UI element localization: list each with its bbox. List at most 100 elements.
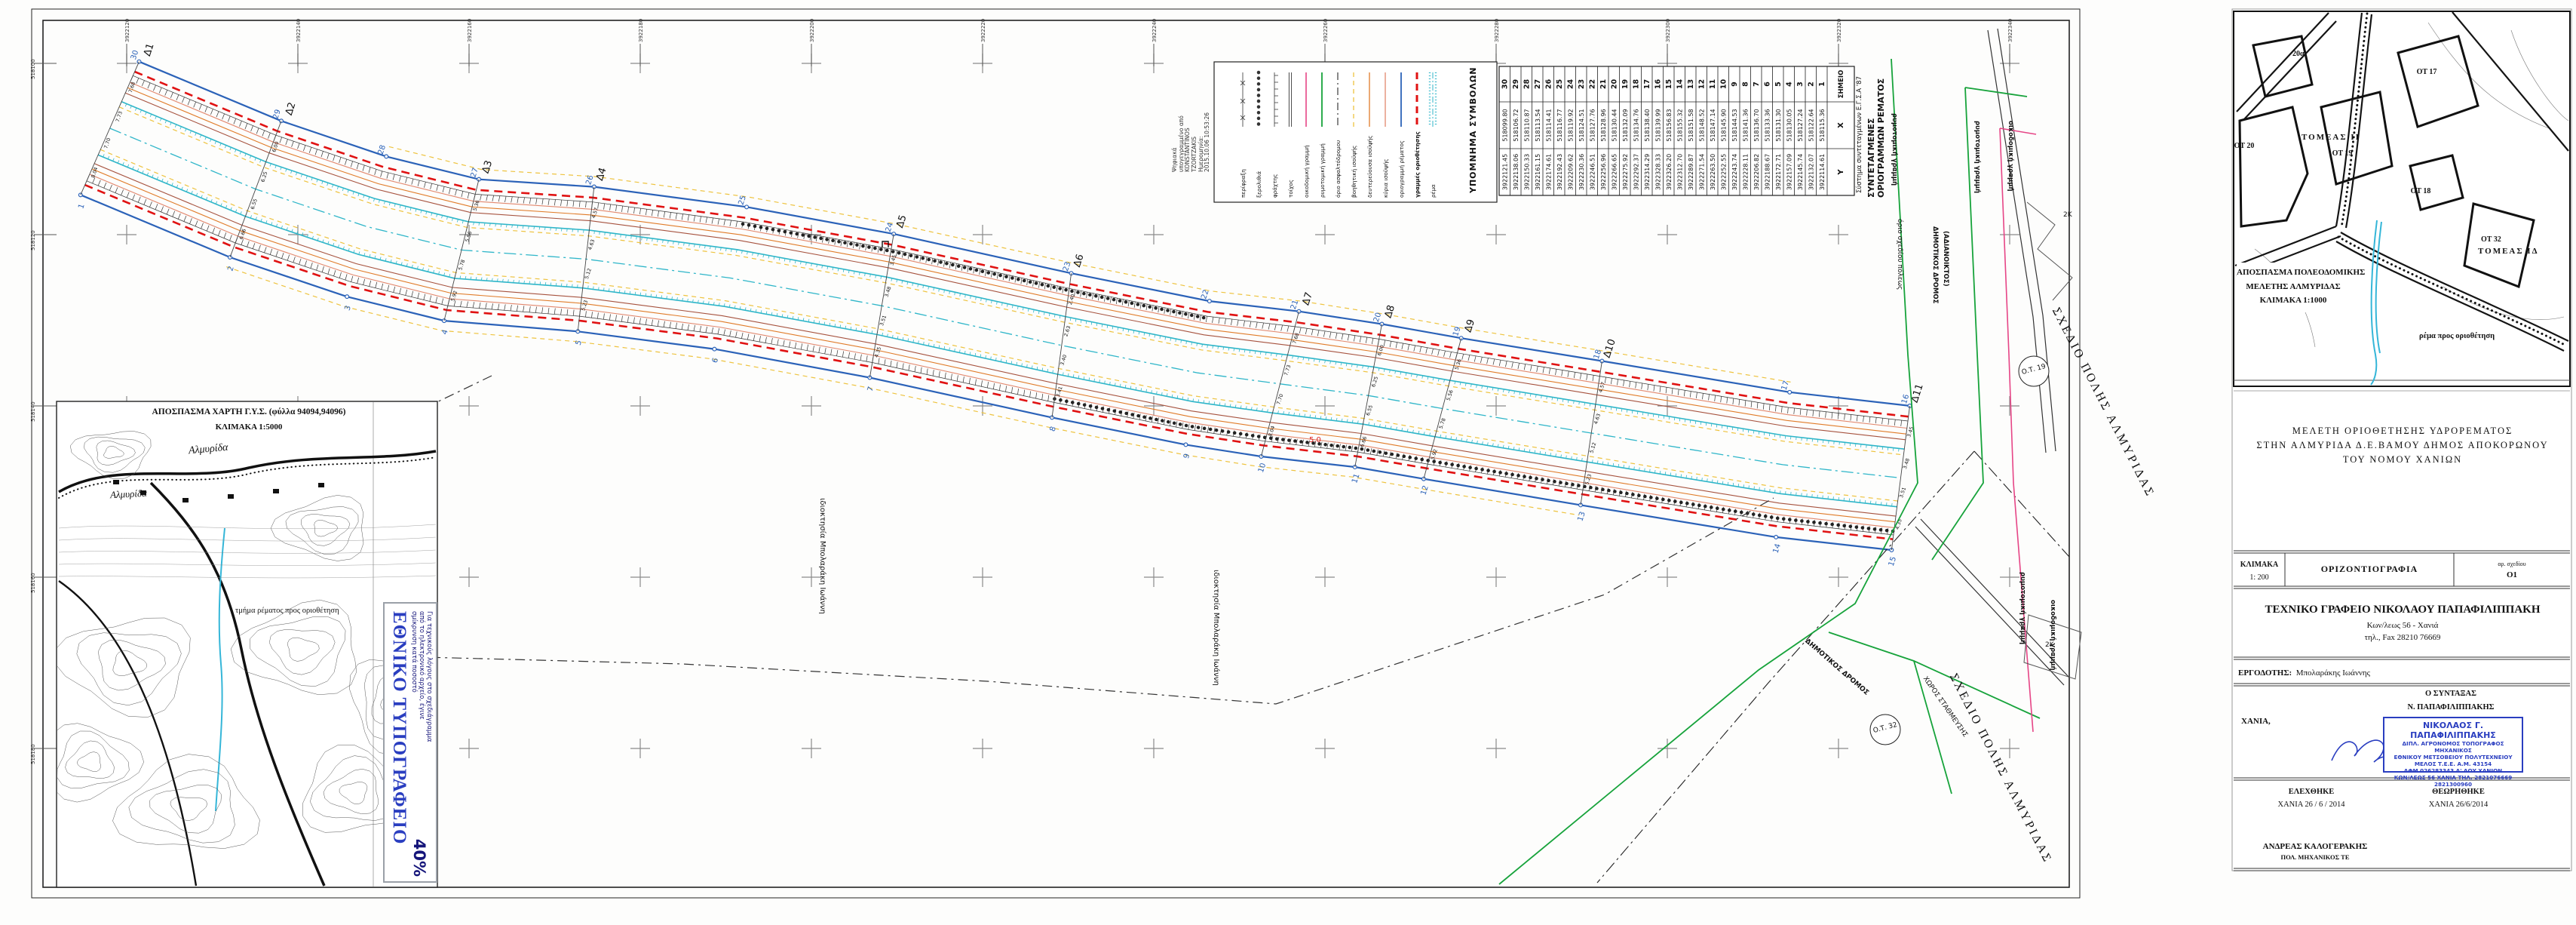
boundary-point-number: 3 [344,305,353,312]
stream-axis [109,128,1901,479]
table-point-number: 6 [1763,81,1771,87]
inset-stream [215,527,225,812]
grid-label-top: 3922200 [809,19,815,42]
table-x-value: 518119.92 [1567,109,1574,141]
coords-table: 1 518115.36 3922114.61 2 518122.64 3922132.07… [1498,66,1855,196]
drystone-wall [1053,397,1896,533]
extract-stream-note: ρέμα προς οριοθέτηση [2419,332,2495,340]
boundary-point-number: 22 [1200,289,1210,301]
table-y-value: 3922174.61 [1545,154,1552,190]
inset-contour [285,506,359,555]
inset-contour [302,745,416,833]
table-y-value: 3922312.70 [1676,154,1683,190]
table-point-number: 4 [1785,81,1793,87]
extract-ot-label: 20α [2292,50,2305,58]
boundary-point-number: 23 [1062,261,1072,273]
boundary-point-number: 7 [866,386,876,392]
table-point-number: 15 [1665,79,1673,89]
table-x-value: 518156.83 [1666,109,1673,141]
stamp-name: ΝΙΚΟΛΑΟΣ Γ. ΠΑΠΑΦΙΛΙΠΠΑΚΗΣ [2410,721,2496,741]
table-y-value: 3922114.61 [1819,154,1826,190]
legend-item-label: κύρια ισοϋψής [1382,159,1389,198]
inset-stream-note: τμήμα ρέματος προς οριοθέτηση [235,607,339,615]
table-y-value: 3922145.74 [1797,154,1804,190]
inset-contour [250,616,346,687]
table-point-number: 25 [1556,79,1564,89]
main-sheet-inner-border [42,20,2070,888]
section-label: Δ7 [1300,291,1315,307]
extract-title: ΑΠΟΣΠΑΣΜΑ ΠΟΛΕΟΔΟΜΙΚΗΣ ΜΕΛΕΤΗΣ ΑΛΜΥΡΙΔΑΣ… [2237,268,2366,306]
table-point-number: 14 [1676,79,1684,90]
national-press-text: Για τεχνικούς λόγους στο σχεδιάγραμμα απ… [389,611,433,877]
press-note-line: σμίκρυνση κατά ποσοστό [409,611,418,693]
inset-map-box [56,401,438,888]
section-line [577,186,595,332]
press-reduction-pct: 40% [409,838,428,877]
section-line [1423,338,1462,479]
legend-item-label: γραμμές οριοθέτησης [1414,131,1421,198]
table-x-value: 518130.44 [1611,109,1618,141]
section-label: Δ5 [894,214,909,229]
inset-contour [323,768,379,815]
rymotomiki-line [1964,87,2028,97]
table-y-value: 3922161.15 [1535,154,1541,190]
table-x-value: 518116.77 [1556,109,1563,141]
table-x-value: 518106.72 [1513,109,1520,141]
section-line [443,179,480,321]
contour-elevation-label: 5.0 [1309,436,1321,444]
table-y-value: 3922192.43 [1556,154,1563,190]
inset-contour [268,628,336,675]
rymotomiki-label: ρυμοτομική γραμμή [1891,113,1898,186]
rymotomiki-line [1913,660,2041,719]
table-point-number: 9 [1731,81,1739,87]
boundary-point-number: 20 [1372,312,1383,324]
project-title: ΜΕΛΕΤΗ ΟΡΙΟΘΕΤΗΣΗΣ ΥΔΡΟΡΕΜΑΤΟΣ ΣΤΗΝ ΑΛΜΥ… [2256,426,2549,465]
legend-item-label: δευτερεύουσα ισοϋψής [1366,136,1373,198]
table-x-value: 518131.30 [1775,109,1782,141]
grid-label-top: 3922280 [1494,19,1500,42]
table-y-value: 3922121.45 [1501,154,1508,190]
table-point-number: 22 [1588,79,1596,89]
inset-road [149,481,326,887]
legend-sample [1288,72,1293,127]
grid-label-left: 518120 [30,230,36,250]
road-axis-dashdot [1973,450,2070,558]
coords-table-title: ΣΥΝΤΕΤΑΓΜΕΝΕΣ ΟΡΙΟΓΡΑΜΜΩΝ ΡΕΜΑΤΟΣ [1866,78,1886,198]
table-x-value: 518141.36 [1742,109,1749,141]
town-plan-limit-label: όριο σχεδίου πόλεως [1896,219,1903,290]
grid-label-top: 3922180 [638,19,644,42]
table-point-number: 26 [1544,79,1553,90]
boundary-point [345,294,350,300]
legend-item-label: ρέμα [1430,184,1437,198]
boundary-point-number: 24 [885,222,895,234]
table-x-value: 518136.70 [1753,109,1760,141]
table-x-value: 518155.32 [1676,109,1683,141]
table-x-value: 518113.54 [1535,109,1541,141]
boundary-point-number: 11 [1351,473,1361,485]
table-x-value: 518132.09 [1622,109,1629,141]
legend-items: περίφραξη ξερολιθιά φράχτης τοίχος οικοδομικ… [1240,70,1437,198]
boundary-point [136,59,142,64]
inset-contour [76,632,182,706]
inset-contour [58,562,437,566]
boundary-point-number: 5 [575,340,584,346]
table-point-number: 20 [1610,79,1618,90]
table-y-value: 3922138.06 [1513,154,1520,190]
section-line [80,61,140,195]
grid-label-top: 3922120 [124,19,130,42]
table-point-number: 2 [1807,81,1815,87]
table-y-value: 3922275.92 [1622,154,1629,190]
table-y-value: 3922243.74 [1731,154,1738,190]
extract-ot-label: ΟΤ 32 [2481,235,2501,244]
rymotomiki-label: ρυμοτομική γραμμή [1973,121,1981,194]
asphalt-road-edge [1915,526,2065,686]
table-point-number: 17 [1643,79,1651,89]
boundary-point-number: 6 [711,357,720,364]
boundary-point-number: 28 [377,144,388,156]
table-header: Y [1837,169,1845,176]
urban-extract-border [2233,11,2571,387]
section-line [229,121,282,258]
contour-aux [226,266,1580,516]
spot-elevation: 7.73 [1283,364,1292,376]
